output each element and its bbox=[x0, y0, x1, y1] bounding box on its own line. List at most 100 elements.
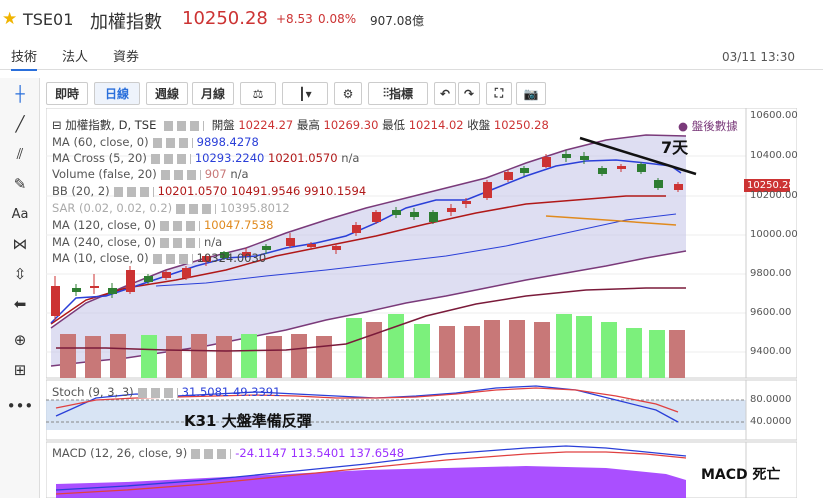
daily-button[interactable]: 日線 bbox=[94, 82, 140, 105]
macross-label: MA Cross (5, 20) bbox=[52, 151, 147, 165]
arrow-left-icon[interactable]: ⬅ bbox=[13, 295, 27, 313]
more-options-icon[interactable]: ••• bbox=[6, 397, 34, 415]
last-price: 10250.28 bbox=[182, 8, 268, 29]
sar-value: 10395.8012 bbox=[220, 201, 290, 215]
high-label: 最高 bbox=[296, 118, 320, 132]
favorite-star-icon[interactable]: ★ bbox=[2, 9, 18, 29]
ma10-buttons[interactable] bbox=[152, 253, 193, 264]
bollinger-band-fill bbox=[51, 135, 686, 366]
candlesticks bbox=[51, 150, 683, 320]
stoch-buttons[interactable] bbox=[137, 387, 178, 398]
legend-stoch[interactable]: Stoch (9, 3, 3) 31.5081 49.3391 bbox=[52, 385, 280, 399]
tab-margin[interactable]: 資券 bbox=[113, 50, 140, 65]
ma240-label: MA (240, close, 0) bbox=[52, 235, 156, 249]
text-tool-icon[interactable]: Aa bbox=[11, 206, 29, 222]
price-axis-label: 9400.00 bbox=[750, 346, 792, 357]
ma60-buttons[interactable] bbox=[152, 137, 193, 148]
legend-ma10[interactable]: MA (10, close, 0) 10324.0030 bbox=[52, 251, 266, 265]
macd-histogram bbox=[56, 466, 686, 498]
candle-type-icon[interactable]: ┃▾ bbox=[282, 82, 328, 105]
bb-upper-line bbox=[50, 134, 687, 329]
price-axis-label: 9600.00 bbox=[750, 307, 792, 318]
close-value: 10250.28 bbox=[493, 118, 549, 132]
sar-buttons[interactable] bbox=[176, 203, 217, 214]
legend-ma60[interactable]: MA (60, close, 0) 9898.4278 bbox=[52, 135, 259, 149]
chart-area[interactable]: ⊟ 加權指數, D, TSE 開盤 10224.27 最高 10269.30 最… bbox=[46, 108, 798, 498]
compare-scale-icon[interactable]: ⚖ bbox=[240, 82, 276, 105]
undo-icon[interactable]: ↶ bbox=[434, 82, 456, 105]
fullscreen-icon[interactable]: ⛶ bbox=[486, 82, 512, 105]
bb-values: 10201.0570 10491.9546 9910.1594 bbox=[157, 184, 367, 198]
legend-volume[interactable]: Volume (false, 20) 907 n/a bbox=[52, 167, 249, 181]
price-axis-label: 10600.00 bbox=[750, 110, 798, 121]
price-change: +8.53 bbox=[276, 12, 313, 26]
open-label: 開盤 bbox=[211, 118, 235, 132]
volume-value: 907 bbox=[204, 167, 227, 181]
macd-buttons[interactable] bbox=[191, 448, 232, 459]
ma60-line bbox=[155, 213, 677, 287]
ma120-buttons[interactable] bbox=[159, 220, 200, 231]
stoch-axis-label: 80.0000 bbox=[750, 394, 792, 405]
bb-buttons[interactable] bbox=[113, 186, 154, 197]
quote-header: ★ TSE01 加權指數 10250.28 +8.53 0.08% 907.08… bbox=[0, 0, 823, 40]
low-value: 10214.02 bbox=[408, 118, 464, 132]
annotation-k31: K31 大盤準備反彈 bbox=[184, 412, 312, 430]
brush-icon[interactable]: ✎ bbox=[13, 175, 27, 193]
close-label: 收盤 bbox=[467, 118, 491, 132]
trend-line-icon[interactable]: ╱ bbox=[15, 115, 25, 133]
legend-macross[interactable]: MA Cross (5, 20) 10293.2240 10201.0570 n/… bbox=[52, 151, 359, 165]
monthly-button[interactable]: 月線 bbox=[192, 82, 234, 105]
stoch-values: 31.5081 49.3391 bbox=[181, 385, 281, 399]
volume-buttons[interactable] bbox=[160, 169, 201, 180]
settings-gear-icon[interactable]: ⚙ bbox=[334, 82, 362, 105]
indicators-button[interactable]: ⫶⫶ 指標 bbox=[368, 82, 428, 105]
macross-buttons[interactable] bbox=[150, 153, 191, 164]
collapse-icon[interactable]: ⊟ bbox=[52, 118, 62, 132]
stoch-band bbox=[46, 400, 746, 430]
tab-technical[interactable]: 技術 bbox=[11, 46, 38, 71]
legend-bb[interactable]: BB (20, 2) 10201.0570 10491.9546 9910.159… bbox=[52, 184, 366, 198]
price-tag-bg bbox=[744, 179, 790, 192]
symbol-code: TSE01 bbox=[23, 10, 74, 29]
annotation-macd-dead: MACD 死亡 bbox=[701, 467, 781, 483]
weekly-button[interactable]: 週線 bbox=[146, 82, 188, 105]
crosshair-icon[interactable]: ┼ bbox=[15, 85, 25, 103]
legend-ma240[interactable]: MA (240, close, 0) n/a bbox=[52, 235, 222, 249]
price-axis-label: 10200.00 bbox=[750, 190, 798, 201]
macd-line bbox=[55, 445, 687, 491]
sar-label: SAR (0.02, 0.02, 0.2) bbox=[52, 201, 173, 215]
macd-values: -24.1147 113.5401 137.6548 bbox=[235, 446, 405, 460]
after-hours-text: 盤後數據 bbox=[691, 119, 738, 133]
price-axis-label: 10000.00 bbox=[750, 229, 798, 240]
redo-icon[interactable]: ↷ bbox=[458, 82, 480, 105]
symbol-title: 加權指數, D, TSE bbox=[65, 118, 157, 132]
low-label: 最低 bbox=[382, 118, 406, 132]
zoom-icon[interactable]: ⊕ bbox=[13, 331, 27, 349]
trend-line-7day[interactable] bbox=[579, 136, 697, 176]
intraday-button[interactable]: 即時 bbox=[46, 82, 88, 105]
legend-main: ⊟ 加權指數, D, TSE 開盤 10224.27 最高 10269.30 最… bbox=[52, 117, 549, 133]
ruler-icon[interactable]: ⊞ bbox=[13, 361, 27, 379]
legend-sar[interactable]: SAR (0.02, 0.02, 0.2) 10395.8012 bbox=[52, 201, 290, 215]
legend-ma120[interactable]: MA (120, close, 0) 10047.7538 bbox=[52, 218, 273, 232]
screenshot-camera-icon[interactable]: 📷 bbox=[516, 82, 546, 105]
quote-datetime: 03/11 13:30 bbox=[722, 50, 795, 64]
legend-macd[interactable]: MACD (12, 26, close, 9) -24.1147 113.5401… bbox=[52, 446, 404, 460]
pattern-icon[interactable]: ⋈ bbox=[12, 235, 28, 253]
chart-toolbar: 即時 日線 週線 月線 ⚖ ┃▾ ⚙ ⫶⫶ 指標 ↶ ↷ ⛶ 📷 bbox=[46, 82, 546, 106]
measure-icon[interactable]: ⇳ bbox=[13, 265, 27, 283]
ma240-value: n/a bbox=[203, 235, 223, 249]
volume-label: Volume (false, 20) bbox=[52, 167, 157, 181]
macross-slow-value: 10201.0570 bbox=[268, 151, 338, 165]
tab-bar: 技術 法人 資券 03/11 13:30 bbox=[0, 44, 823, 71]
symbol-name: 加權指數 bbox=[90, 12, 162, 33]
ma120-label: MA (120, close, 0) bbox=[52, 218, 156, 232]
volume-bars bbox=[60, 314, 685, 378]
tab-institutional[interactable]: 法人 bbox=[62, 50, 89, 65]
drawing-toolbar: ┼ ╱ ⫽ ✎ Aa ⋈ ⇳ ⬅ ⊕ ⊞ ••• bbox=[0, 78, 40, 498]
ma240-buttons[interactable] bbox=[159, 237, 200, 248]
legend-buttons[interactable] bbox=[164, 120, 205, 131]
open-value: 10224.27 bbox=[238, 118, 294, 132]
chart-canvas bbox=[46, 108, 797, 498]
fork-icon[interactable]: ⫽ bbox=[16, 145, 24, 163]
